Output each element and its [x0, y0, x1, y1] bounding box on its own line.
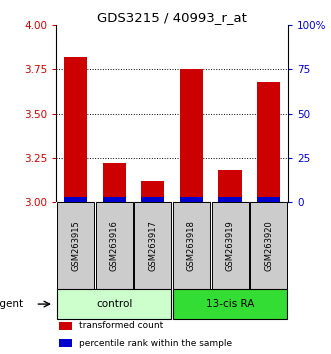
Bar [173, 289, 287, 319]
Text: control: control [96, 299, 132, 309]
Text: percentile rank within the sample: percentile rank within the sample [79, 339, 233, 348]
Bar [218, 197, 242, 202]
Bar [141, 197, 165, 202]
Text: 13-cis RA: 13-cis RA [206, 299, 254, 309]
Text: GSM263919: GSM263919 [225, 221, 235, 271]
Text: transformed count: transformed count [79, 321, 164, 330]
Bar [64, 197, 87, 202]
Bar [141, 181, 165, 202]
Bar [59, 339, 72, 347]
Bar [212, 202, 249, 289]
Bar [173, 202, 210, 289]
Bar [59, 322, 72, 330]
Text: GSM263916: GSM263916 [110, 221, 119, 271]
Bar [64, 57, 87, 202]
Text: GSM263917: GSM263917 [148, 221, 157, 271]
Bar [257, 197, 280, 202]
Bar [250, 202, 287, 289]
Bar [134, 202, 171, 289]
Title: GDS3215 / 40993_r_at: GDS3215 / 40993_r_at [97, 11, 247, 24]
Bar [180, 197, 203, 202]
Bar [180, 69, 203, 202]
Text: GSM263920: GSM263920 [264, 221, 273, 271]
Text: GSM263918: GSM263918 [187, 221, 196, 271]
Bar [218, 170, 242, 202]
Text: agent: agent [0, 299, 24, 309]
Bar [57, 202, 94, 289]
Bar [257, 82, 280, 202]
Text: GSM263915: GSM263915 [71, 221, 80, 271]
Bar [96, 202, 133, 289]
Bar [103, 197, 126, 202]
Bar [57, 289, 171, 319]
Bar [103, 163, 126, 202]
